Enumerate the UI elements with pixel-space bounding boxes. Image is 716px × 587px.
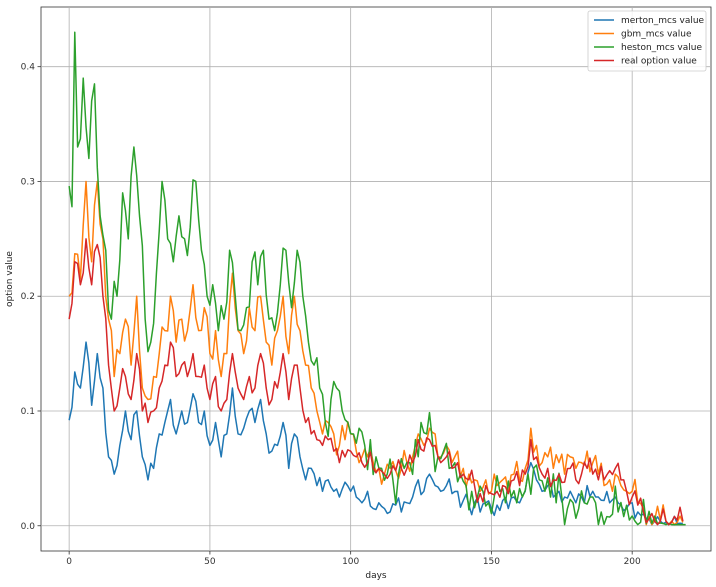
y-axis-label: option value (5, 251, 15, 307)
x-tick-label: 0 (66, 557, 72, 567)
x-tick-label: 100 (342, 557, 359, 567)
series-layer (68, 31, 686, 526)
series-line-real-option-value (68, 238, 684, 526)
x-tick-label: 200 (624, 557, 641, 567)
legend-label: real option value (621, 57, 697, 67)
y-tick-label: 0.0 (21, 522, 36, 532)
legend: merton_mcs value gbm_mcs value heston_mcs … (587, 10, 707, 72)
series-line-heston-mcs-value (68, 31, 686, 526)
legend-label: heston_mcs value (621, 43, 702, 53)
y-tick-label: 0.4 (21, 63, 36, 73)
legend-label: merton_mcs value (621, 16, 705, 26)
legend-box (587, 10, 707, 72)
x-tick-label: 50 (204, 557, 216, 567)
x-tick-label: 150 (483, 557, 500, 567)
legend-label: gbm_mcs value (621, 30, 692, 40)
y-tick-label: 0.3 (21, 177, 35, 187)
axis-ticks: 0 50 100 150 200 0.0 0.1 0.2 0.3 0.4 (21, 63, 641, 567)
y-tick-label: 0.1 (21, 407, 35, 417)
y-tick-label: 0.2 (21, 292, 35, 302)
x-axis-label: days (365, 571, 387, 581)
